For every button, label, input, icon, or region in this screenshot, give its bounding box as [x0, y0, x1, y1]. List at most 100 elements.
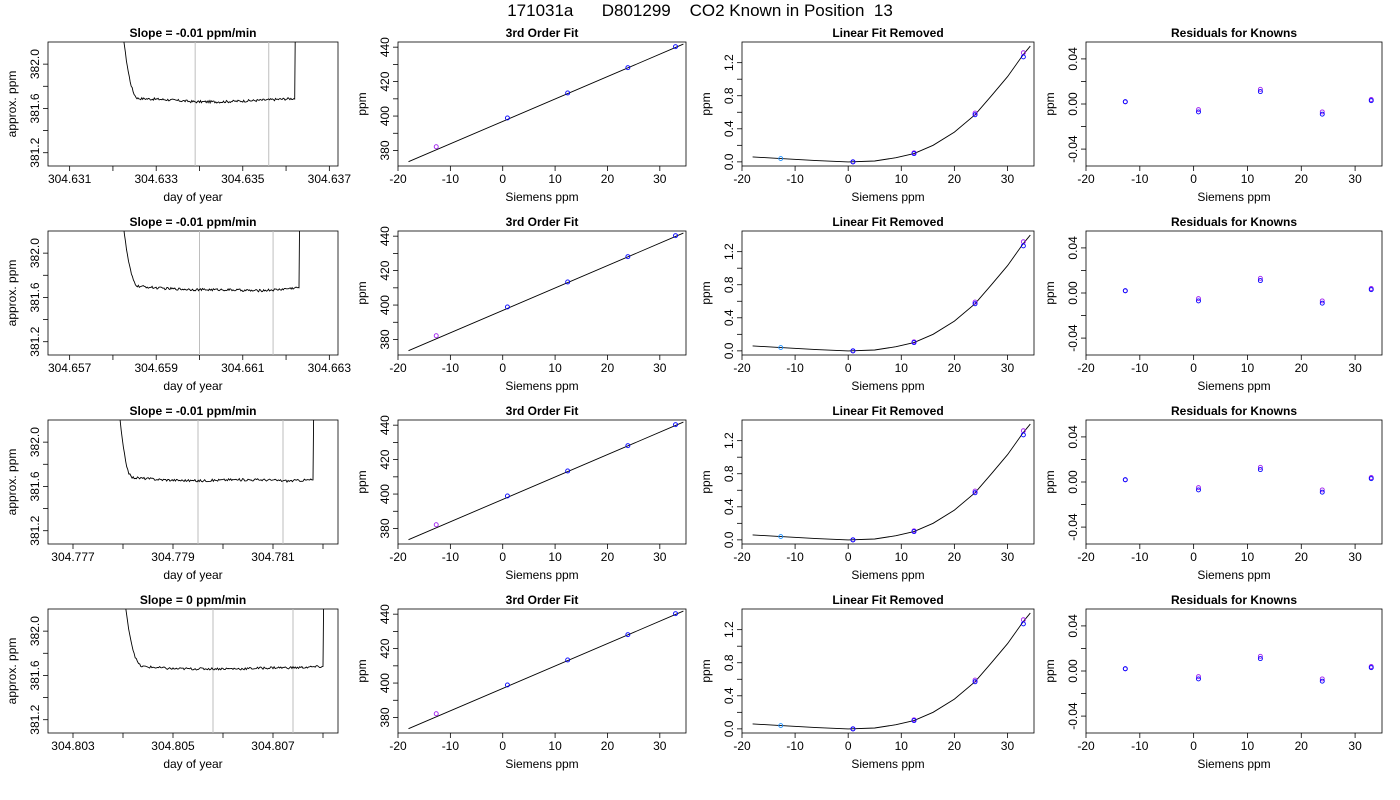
time-series-panel: Slope = -0.01 ppm/min 304.777 304.779 304.7… [5, 404, 339, 582]
residual-point [1122, 288, 1128, 294]
fit-point [625, 254, 631, 260]
plot-area [752, 234, 1031, 354]
panel-title: Residuals for Knowns [1171, 593, 1297, 607]
x-tick-label: 30 [1001, 739, 1015, 753]
x-tick-label: 30 [1001, 550, 1015, 564]
linear-removed-point [972, 112, 978, 118]
y-tick-label: 381.6 [28, 282, 42, 312]
x-tick-label: 0 [1190, 361, 1197, 375]
residual-point [1196, 298, 1201, 304]
y-tick-label: 0.8 [722, 276, 736, 293]
x-tick-label: -10 [1131, 172, 1149, 186]
ppm-trace-line [123, 42, 296, 105]
panel-frame [47, 41, 339, 167]
y-tick-label: 0.00 [1066, 659, 1080, 683]
fit-point [504, 682, 510, 688]
linear-removed-point [911, 151, 917, 157]
plot-area [408, 232, 684, 352]
x-tick-label: 20 [948, 361, 962, 375]
residual-point [1257, 86, 1263, 92]
residual-point [1257, 467, 1263, 473]
residual-point [1319, 111, 1325, 117]
y-tick-label: 420 [378, 260, 392, 280]
fit-point [565, 279, 571, 285]
y-tick-label: 0.0 [722, 153, 736, 170]
y-tick-label: 0.0 [722, 720, 736, 737]
ppm-trace-line [125, 609, 325, 671]
y-tick-label: 0.4 [722, 120, 736, 137]
x-tick-label: 304.779 [151, 550, 195, 564]
y-tick-label: 0.00 [1066, 92, 1080, 116]
panel-title: Slope = -0.01 ppm/min [129, 26, 256, 40]
x-tick-label: 10 [1241, 361, 1255, 375]
x-tick-label: 20 [1295, 172, 1309, 186]
x-tick-label: 20 [601, 550, 615, 564]
x-tick-label: 30 [1348, 550, 1362, 564]
panel-title: 3rd Order Fit [506, 404, 579, 418]
linear-removed-point [1020, 54, 1026, 60]
linear-removed-point [1020, 621, 1026, 627]
x-tick-label: -10 [1131, 361, 1149, 375]
linear-removed-point [972, 679, 978, 685]
panel-frame [741, 230, 1035, 356]
y-tick-label: 380 [378, 329, 392, 349]
linear-removed-point [972, 110, 978, 116]
y-tick-label: 380 [378, 518, 392, 538]
y-tick-label: -0.04 [1066, 513, 1080, 541]
linear-fit-removed-panel: Linear Fit Removed -20 -10 0 10 20 30 0.0 0.4 0.8… [699, 26, 1035, 204]
residual-point [1319, 298, 1325, 304]
x-tick-label: 20 [948, 550, 962, 564]
panel-frame [47, 419, 339, 545]
panel-frame [397, 230, 687, 356]
panel-title: Residuals for Knowns [1171, 215, 1297, 229]
x-tick-label: 10 [1241, 739, 1255, 753]
panel-title: Residuals for Knowns [1171, 404, 1297, 418]
residual-curve-line [752, 234, 1031, 352]
x-tick-label: -20 [1077, 361, 1095, 375]
x-axis-label: day of year [163, 379, 222, 393]
y-tick-label: 1.2 [722, 621, 736, 638]
linear-removed-point [972, 299, 978, 305]
plot-area [752, 45, 1031, 165]
panel-title: Slope = 0 ppm/min [140, 593, 246, 607]
panel-frame [741, 41, 1035, 167]
y-axis-label: ppm [1043, 659, 1057, 682]
y-tick-label: -0.04 [1066, 702, 1080, 730]
fit-point [504, 115, 510, 121]
panel-frame [47, 608, 339, 734]
panel-title: Linear Fit Removed [832, 404, 943, 418]
x-tick-label: 304.777 [51, 550, 95, 564]
x-tick-label: 10 [895, 550, 909, 564]
x-axis-label: day of year [163, 757, 222, 771]
x-tick-label: 20 [1295, 550, 1309, 564]
y-tick-label: 0.04 [1066, 614, 1080, 638]
x-axis-label: day of year [163, 190, 222, 204]
x-tick-label: -10 [442, 739, 460, 753]
y-axis-label: approx. ppm [5, 638, 19, 705]
fit-point [433, 711, 439, 717]
panel-frame [397, 41, 687, 167]
y-axis-label: ppm [1043, 92, 1057, 115]
x-tick-label: 10 [895, 361, 909, 375]
x-axis-label: Siemens ppm [851, 190, 924, 204]
residuals-panel: Residuals for Knowns -20 -10 0 10 20 30 -0.04 0.… [1043, 593, 1383, 771]
fit-line [408, 43, 684, 163]
y-tick-label: -0.04 [1066, 324, 1080, 352]
y-tick-label: 1.2 [722, 243, 736, 260]
linear-fit-removed-panel: Linear Fit Removed -20 -10 0 10 20 30 0.0 0.4 0.8… [699, 593, 1035, 771]
y-tick-label: 0.0 [722, 531, 736, 548]
residual-point [1122, 477, 1128, 483]
x-tick-label: -10 [442, 550, 460, 564]
y-tick-label: 381.2 [28, 704, 42, 734]
fit-point [504, 493, 510, 499]
panel-title: 3rd Order Fit [506, 593, 579, 607]
y-tick-label: 382.0 [28, 427, 42, 457]
residuals-panel: Residuals for Knowns -20 -10 0 10 20 30 -0.04 0.… [1043, 404, 1383, 582]
x-tick-label: 30 [653, 172, 667, 186]
residual-point [1368, 476, 1374, 482]
linear-removed-point [850, 726, 856, 732]
y-axis-label: approx. ppm [5, 260, 19, 327]
linear-removed-point [1020, 243, 1026, 249]
plot-area [123, 231, 300, 355]
